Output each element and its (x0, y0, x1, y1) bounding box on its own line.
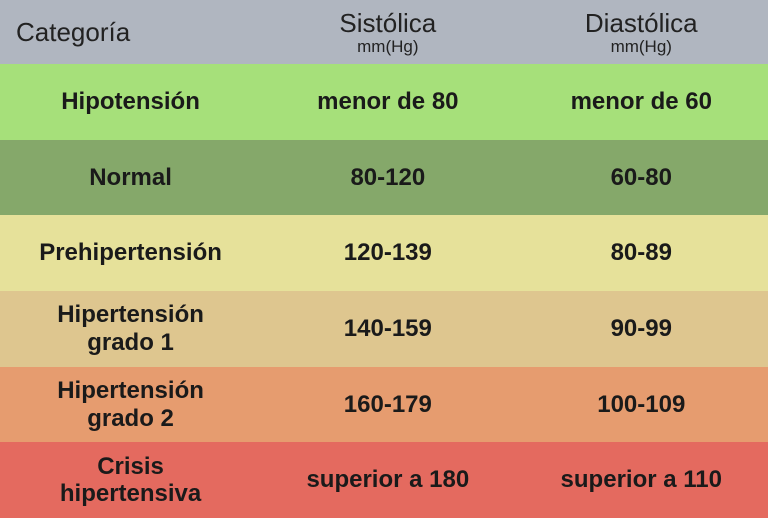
cell-systolic: menor de 80 (261, 84, 514, 120)
diastolic-value: menor de 60 (571, 88, 712, 116)
cell-diastolic: 60-80 (515, 160, 768, 196)
cell-diastolic: superior a 110 (515, 462, 768, 498)
table-row: Prehipertensión 120-139 80-89 (0, 215, 768, 291)
systolic-value: 140-159 (344, 315, 432, 343)
table-header-row: Categoría Sistólica mm(Hg) Diastólica mm… (0, 0, 768, 64)
cell-category: Hipertensióngrado 2 (0, 373, 261, 436)
category-text: Hipertensióngrado 1 (57, 301, 204, 356)
systolic-value: 120-139 (344, 239, 432, 267)
diastolic-value: 60-80 (611, 164, 672, 192)
header-title-category: Categoría (16, 17, 130, 48)
cell-systolic: 80-120 (261, 160, 514, 196)
category-text: Hipotensión (61, 88, 200, 116)
header-cell-category: Categoría (0, 13, 261, 52)
diastolic-value: 90-99 (611, 315, 672, 343)
header-unit-diastolic: mm(Hg) (611, 37, 672, 57)
table-row: Hipotensión menor de 80 menor de 60 (0, 64, 768, 140)
cell-systolic: 160-179 (261, 387, 514, 423)
header-title-diastolic: Diastólica (585, 8, 698, 39)
header-title-systolic: Sistólica (339, 8, 436, 39)
cell-category: Hipertensióngrado 1 (0, 297, 261, 360)
cell-category: Prehipertensión (0, 235, 261, 271)
cell-diastolic: 100-109 (515, 387, 768, 423)
cell-category: Hipotensión (0, 84, 261, 120)
systolic-value: 160-179 (344, 391, 432, 419)
cell-category: Crisishipertensiva (0, 449, 261, 512)
blood-pressure-table: Categoría Sistólica mm(Hg) Diastólica mm… (0, 0, 768, 518)
cell-systolic: 120-139 (261, 235, 514, 271)
diastolic-value: 80-89 (611, 239, 672, 267)
table-row: Hipertensióngrado 2 160-179 100-109 (0, 367, 768, 443)
cell-diastolic: menor de 60 (515, 84, 768, 120)
table-row: Normal 80-120 60-80 (0, 140, 768, 216)
systolic-value: superior a 180 (306, 466, 469, 494)
category-text: Hipertensióngrado 2 (57, 377, 204, 432)
table-body: Hipotensión menor de 80 menor de 60 Normal 8… (0, 64, 768, 518)
header-cell-diastolic: Diastólica mm(Hg) (515, 4, 768, 61)
cell-systolic: superior a 180 (261, 462, 514, 498)
cell-category: Normal (0, 160, 261, 196)
table-row: Crisishipertensiva superior a 180 superior… (0, 442, 768, 518)
header-cell-systolic: Sistólica mm(Hg) (261, 4, 514, 61)
table-row: Hipertensióngrado 1 140-159 90-99 (0, 291, 768, 367)
systolic-value: menor de 80 (317, 88, 458, 116)
header-unit-systolic: mm(Hg) (357, 37, 418, 57)
diastolic-value: 100-109 (597, 391, 685, 419)
diastolic-value: superior a 110 (561, 466, 722, 494)
cell-diastolic: 90-99 (515, 311, 768, 347)
cell-systolic: 140-159 (261, 311, 514, 347)
category-text: Crisishipertensiva (60, 453, 201, 508)
systolic-value: 80-120 (350, 164, 425, 192)
category-text: Prehipertensión (39, 239, 222, 267)
category-text: Normal (89, 164, 172, 192)
cell-diastolic: 80-89 (515, 235, 768, 271)
